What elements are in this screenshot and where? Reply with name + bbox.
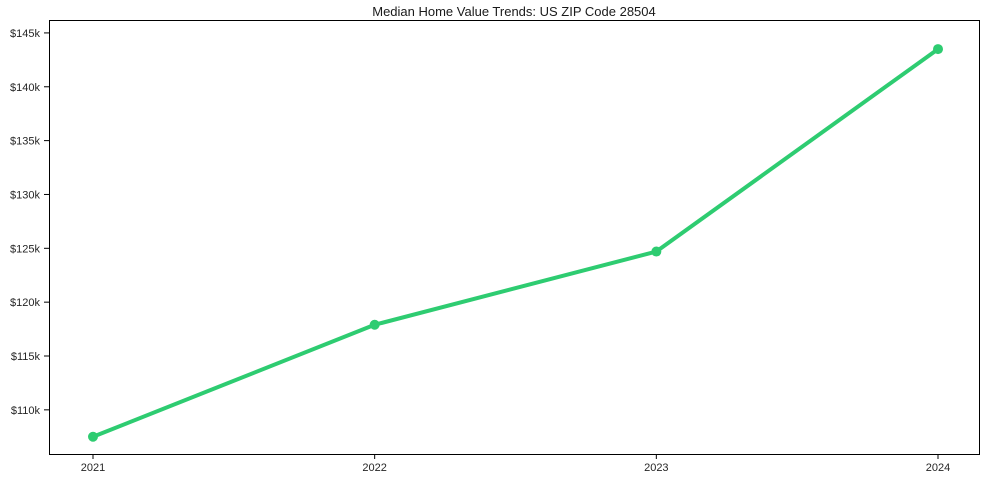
y-axis-tick-label: $140k: [10, 82, 40, 94]
y-axis-tick-label: $115k: [11, 351, 41, 363]
plot-area: $110k $115k $120k $125k $130k $135k $140k $145k…: [10, 20, 980, 474]
data-point: [651, 246, 662, 257]
y-axis-tick-label: $130k: [10, 189, 40, 201]
x-axis-tick-label: 2024: [926, 462, 950, 474]
y-axis-tick-label: $120k: [10, 297, 40, 309]
x-axis-tick-label: 2022: [362, 462, 386, 474]
y-axis-tick-label: $135k: [10, 136, 40, 148]
x-axis-tick-label: 2021: [81, 462, 105, 474]
plot-border: [49, 20, 980, 455]
data-point: [933, 44, 943, 55]
trend-line: [91, 47, 940, 439]
data-point: [369, 319, 380, 330]
chart-title: Median Home Value Trends: US ZIP Code 28…: [372, 4, 656, 19]
y-axis-tick-label: $110k: [11, 405, 41, 417]
y-axis-tick-label: $125k: [10, 243, 40, 255]
y-axis-tick-label: $145k: [10, 28, 40, 40]
data-point: [88, 431, 98, 442]
x-axis-tick-label: 2023: [644, 462, 668, 474]
